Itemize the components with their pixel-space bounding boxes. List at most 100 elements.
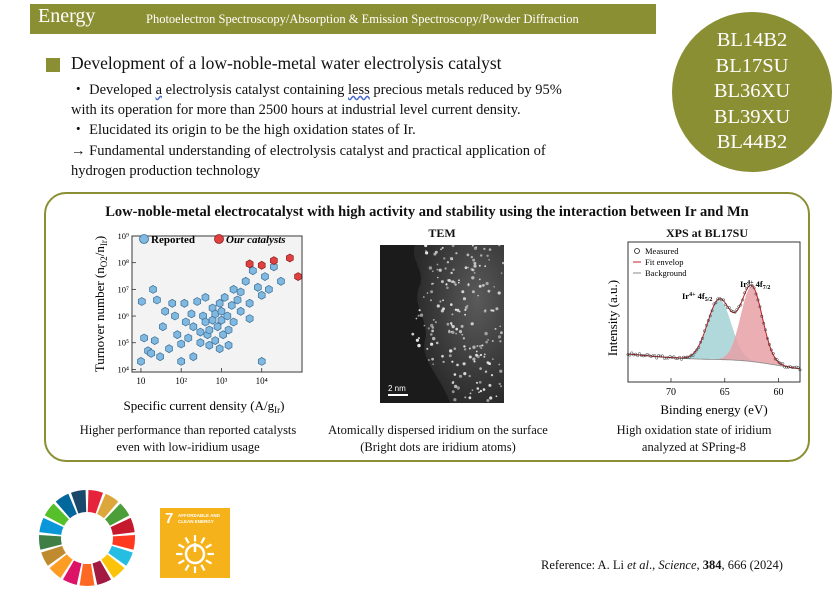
- scatter-point-reported: [215, 344, 224, 354]
- tem-atom-dot: [440, 280, 444, 284]
- scatter-point-reported: [137, 297, 146, 306]
- xps-measured-point: [771, 352, 775, 355]
- tem-atom-dot: [494, 327, 497, 330]
- sun-ray: [177, 559, 185, 565]
- scatter-point-reported: [140, 333, 148, 343]
- tem-atom-dot: [489, 396, 493, 400]
- xps-x-tick-label: 65: [720, 387, 730, 398]
- legend-fit-label: Fit envelop: [645, 257, 683, 267]
- tem-atom-dot: [499, 340, 502, 343]
- scatter-point-reported: [168, 298, 177, 308]
- tem-atom-dot: [479, 353, 483, 357]
- tem-atom-dot: [448, 354, 452, 358]
- reference-text: Science: [658, 558, 697, 572]
- sdg-wheel-segment: [49, 554, 73, 579]
- tem-atom-dot: [456, 386, 460, 390]
- xps-measured-point: [781, 362, 785, 366]
- xps-measured-point: [787, 365, 790, 369]
- xps-measured-point: [695, 348, 699, 352]
- tem-atom-dot: [495, 395, 498, 398]
- tem-atom-dot: [469, 392, 472, 395]
- tem-atom-dot: [473, 264, 477, 268]
- tem-atom-dot: [455, 252, 458, 255]
- scatter-point-reported: [171, 311, 179, 321]
- tem-atom-dot: [417, 337, 420, 340]
- scatter-point-reported: [147, 348, 156, 358]
- scatter-point-reported: [270, 262, 278, 272]
- tem-atom-dot: [428, 266, 433, 270]
- beamline-item: BL39XU: [713, 105, 791, 128]
- sdg-wheel-segment: [101, 554, 125, 579]
- tem-atom-dot: [480, 347, 483, 349]
- tem-atom-dot: [478, 278, 481, 281]
- tem-atom-dot: [451, 325, 455, 329]
- tem-atom-dot: [438, 268, 442, 272]
- xps-measured-point: [796, 366, 800, 370]
- tem-atom-dot: [479, 389, 483, 393]
- reference: Reference: A. Li et al., Science, 384, 6…: [541, 558, 783, 573]
- scatter-point-reported: [184, 333, 193, 343]
- tem-atom-dot: [434, 250, 438, 254]
- tem-atom-dot: [415, 317, 418, 320]
- tem-atom-dot: [468, 396, 472, 400]
- xps-measured-point: [678, 355, 682, 359]
- scatter-point-reported: [229, 284, 238, 294]
- sdg-goal-text-line: CLEAN ENERGY: [178, 519, 214, 524]
- legend-reported-marker: [139, 234, 149, 244]
- xps-measured-point: [691, 353, 695, 357]
- xps-measured-point: [687, 355, 691, 359]
- scatter-x-tick-label: 10³: [216, 376, 228, 386]
- tem-atom-dot: [476, 345, 479, 347]
- scatter-point-reported: [153, 295, 161, 305]
- sun-ray: [184, 564, 190, 572]
- tem-atom-dot: [430, 323, 434, 328]
- xps-measured-point: [750, 284, 754, 287]
- tem-atom-dot: [436, 268, 439, 271]
- scatter-point-reported: [224, 325, 233, 335]
- sun-ray: [177, 543, 185, 549]
- tem-atom-dot: [498, 363, 501, 366]
- tem-atom-dot: [499, 325, 501, 328]
- tem-atom-dot: [488, 383, 492, 387]
- xps-x-axis-label: Binding energy (eV): [660, 402, 767, 417]
- scatter-x-tick-label: 10⁴: [256, 376, 268, 386]
- beamline-item: BL14B2: [716, 29, 788, 52]
- scatter-point-ours: [294, 272, 302, 282]
- tem-atom-dot: [449, 257, 454, 261]
- sdg-wheel-logo: [39, 490, 135, 586]
- tem-atom-dot: [430, 333, 433, 336]
- scatter-point-reported: [261, 272, 269, 282]
- tem-atom-dot: [498, 245, 501, 247]
- tem-atom-dot: [464, 308, 467, 311]
- scatter-point-reported: [257, 356, 266, 366]
- tem-atom-dot: [431, 270, 434, 273]
- tem-atom-dot: [432, 336, 436, 341]
- scatter-point-reported: [187, 309, 196, 319]
- tem-atom-dot: [425, 250, 427, 252]
- xps-measured-point: [660, 354, 664, 358]
- tem-atom-dot: [462, 362, 466, 366]
- tem-atom-dot: [467, 266, 469, 269]
- beamline-item: BL36XU: [713, 80, 791, 103]
- scatter-y-tick-label: 10⁸: [118, 258, 130, 268]
- tem-atom-dot: [479, 367, 482, 370]
- scatter-point-reported: [241, 276, 250, 286]
- scatter-y-tick-label: 10⁹: [118, 231, 130, 241]
- reference-text: et al: [627, 558, 649, 572]
- tem-atom-dot: [476, 354, 480, 359]
- tem-atom-dot: [436, 304, 440, 308]
- bullet-text: less: [348, 82, 370, 98]
- xps-measured-point: [630, 351, 634, 355]
- tem-atom-dot: [470, 255, 473, 259]
- scatter-point-reported: [213, 322, 222, 332]
- reference-text: ,: [696, 558, 703, 572]
- xps-measured-point: [748, 284, 752, 288]
- tem-atom-dot: [424, 245, 428, 248]
- tem-atom-dot: [497, 335, 502, 339]
- tem-atom-dot: [475, 381, 479, 384]
- sdg-wheel-segment: [39, 517, 64, 535]
- tem-atom-dot: [473, 261, 477, 265]
- tem-atom-dot: [468, 374, 471, 378]
- tem-atom-dot: [483, 309, 487, 313]
- scatter-point-reported: [236, 287, 245, 297]
